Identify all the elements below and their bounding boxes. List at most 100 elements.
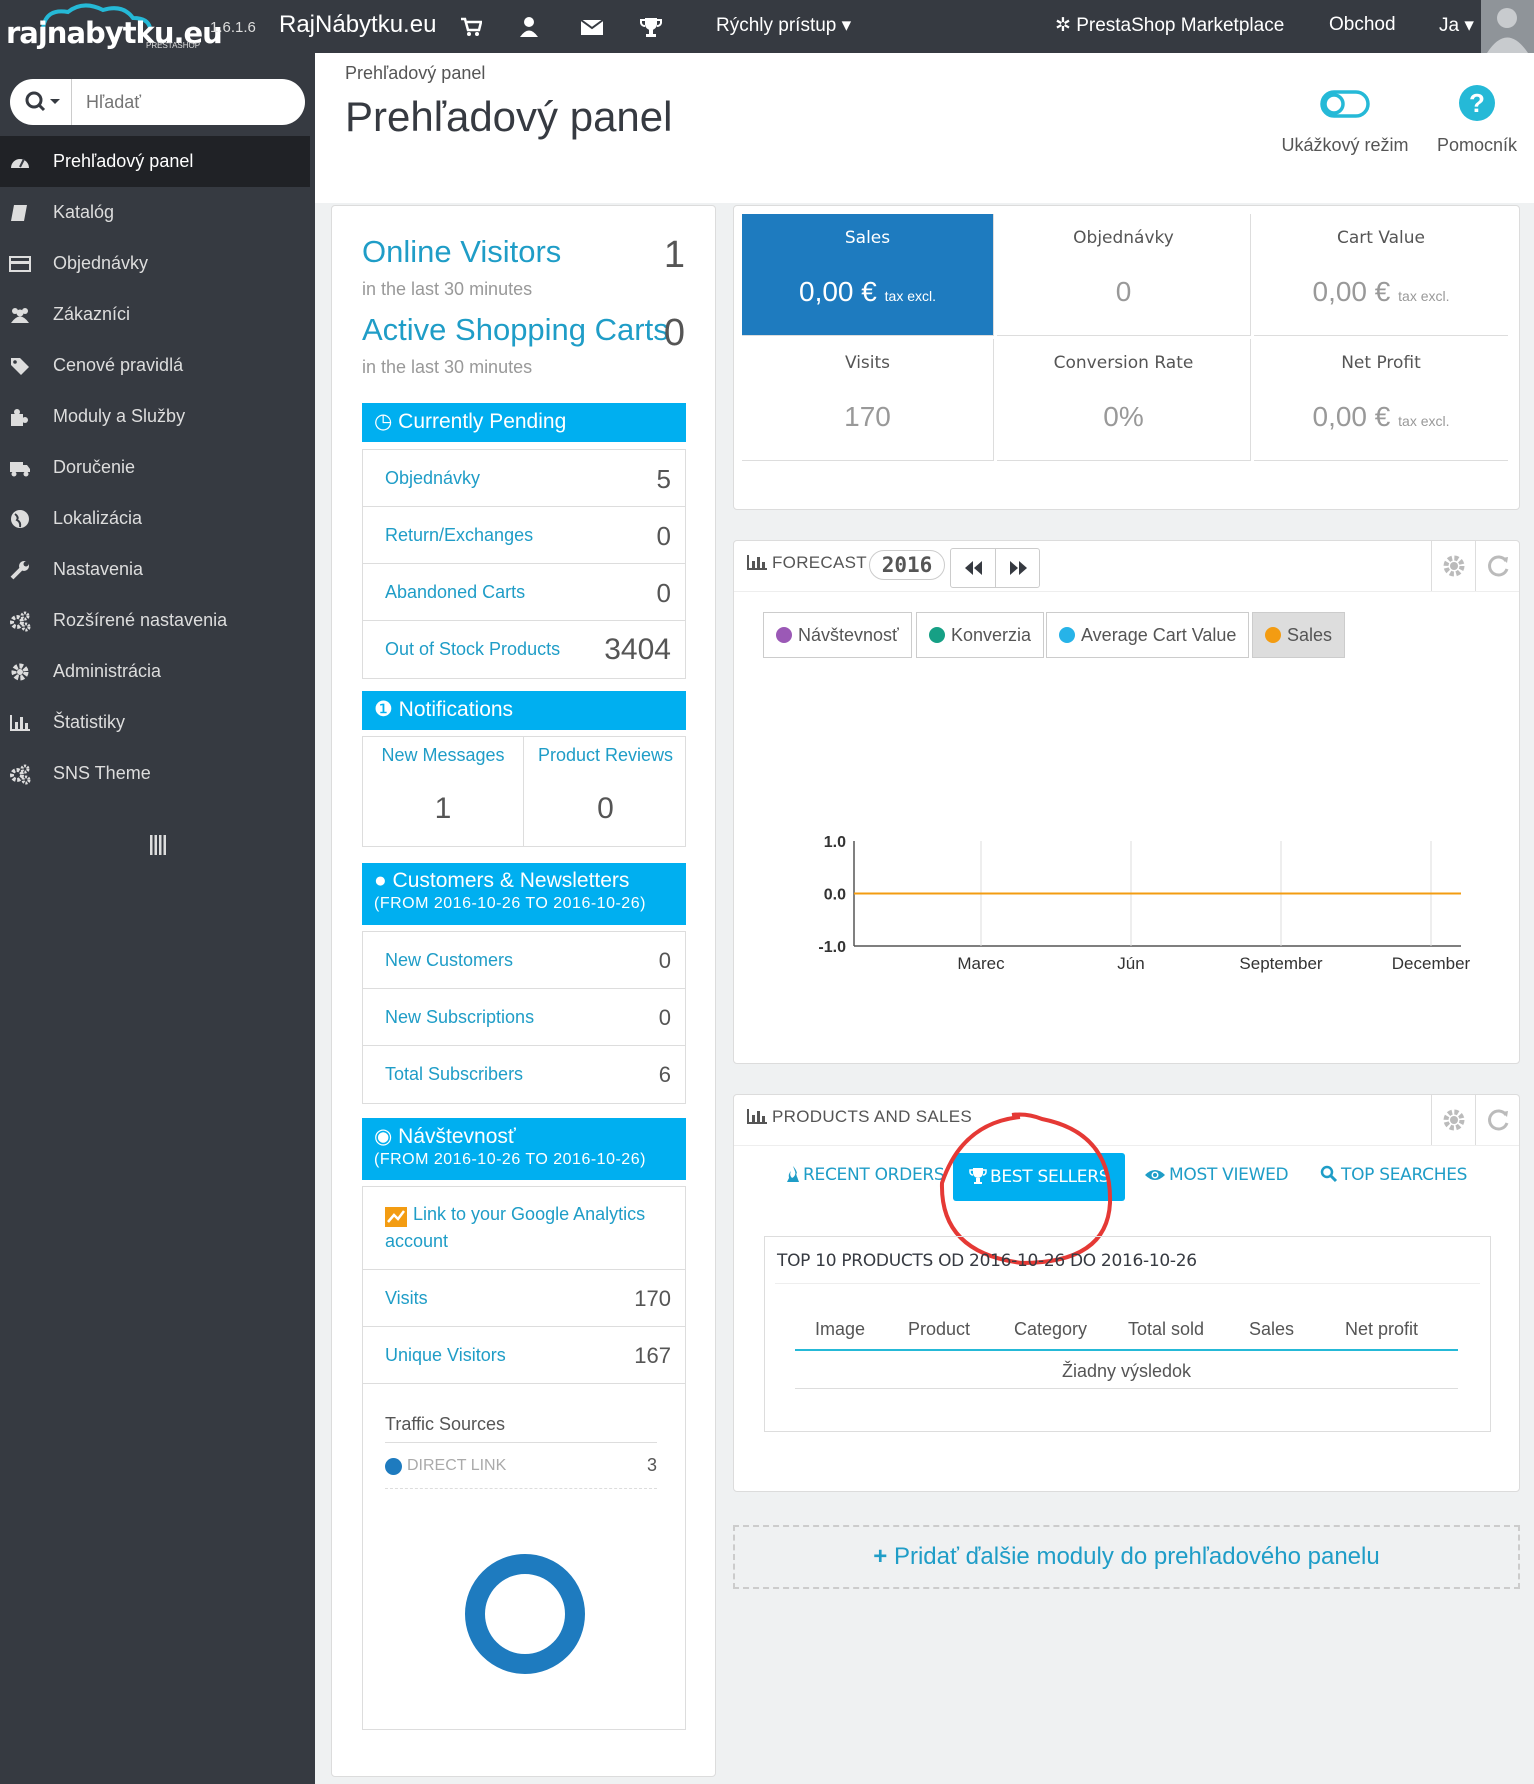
customers-row[interactable]: New Subscriptions 0 <box>363 989 685 1046</box>
table-column-header[interactable]: Image <box>815 1319 866 1339</box>
traffic-date-range: (FROM 2016-10-26 TO 2016-10-26) <box>374 1151 646 1168</box>
customers-row[interactable]: Total Subscribers 6 <box>363 1046 685 1103</box>
ga-link-row[interactable]: Link to your Google Analytics account <box>363 1187 685 1270</box>
kpi-number: 0% <box>1103 401 1144 432</box>
add-modules-button[interactable]: + Pridať ďalšie moduly do prehľadového p… <box>733 1525 1520 1589</box>
sidebar-item[interactable]: Cenové pravidlá <box>0 340 315 391</box>
logo-text: rajnabytku.eu <box>6 16 223 50</box>
gear-icon <box>1443 555 1465 577</box>
sidebar-item[interactable]: Moduly a Služby <box>0 391 315 442</box>
breadcrumb[interactable]: Prehľadový panel <box>345 63 486 83</box>
configure-button[interactable] <box>1431 1095 1475 1145</box>
legend-item-visits[interactable]: Návštevnosť <box>763 612 912 658</box>
customers-value: 0 <box>658 948 671 973</box>
trophy-icon[interactable] <box>640 16 662 38</box>
sidebar-item[interactable]: Nastavenia <box>0 544 315 595</box>
customers-section-header: ● Customers & Newsletters (FROM 2016-10-… <box>362 863 686 925</box>
traffic-source-row[interactable]: DIRECT LINK 3 <box>385 1455 657 1489</box>
product-reviews-cell[interactable]: Product Reviews 0 <box>525 737 686 846</box>
bar-chart-icon <box>9 712 31 734</box>
next-year-button[interactable] <box>996 549 1040 587</box>
traffic-row[interactable]: Unique Visitors 167 <box>363 1327 685 1384</box>
pending-row[interactable]: Out of Stock Products 3404 <box>363 621 685 678</box>
pending-label: Objednávky <box>385 468 481 488</box>
pending-label: Return/Exchanges <box>385 525 534 545</box>
search-box <box>10 79 305 125</box>
sidebar-item[interactable]: Štatistiky <box>0 697 315 748</box>
new-messages-label: New Messages <box>381 745 505 765</box>
table-column-header[interactable]: Category <box>1014 1319 1088 1339</box>
table-column-header[interactable]: Net profit <box>1345 1319 1419 1339</box>
puzzle-icon: ✲ <box>1055 15 1071 36</box>
shop-link[interactable]: Obchod <box>1329 14 1396 35</box>
fire-icon <box>787 1166 799 1182</box>
sidebar-item[interactable]: Administrácia <box>0 646 315 697</box>
shop-logo[interactable]: rajnabytku.eu PRESTASHOP <box>6 2 223 52</box>
pending-label: Abandoned Carts <box>385 582 526 602</box>
sidebar-item[interactable]: Lokalizácia <box>0 493 315 544</box>
tab-recent-orders[interactable]: RECENT ORDERS <box>786 1165 945 1185</box>
online-visitors-value: 1 <box>663 234 685 276</box>
sidebar-item[interactable]: Zákazníci <box>0 289 315 340</box>
kpi-label: Sales <box>844 228 891 248</box>
kpi-tile[interactable]: Objednávky 0 <box>997 214 1251 336</box>
sidebar-item[interactable]: Rozšírené nastavenia <box>0 595 315 646</box>
kpi-tile[interactable]: Cart Value 0,00 € tax excl. <box>1254 214 1508 336</box>
demo-mode-button[interactable]: Ukážkový režim <box>1275 83 1415 156</box>
y-tick-label: 1.0 <box>824 834 846 851</box>
traffic-sources-title: Traffic Sources <box>385 1414 506 1434</box>
help-button[interactable]: ? Pomocník <box>1432 83 1522 156</box>
table-column-header[interactable]: Product <box>908 1319 971 1339</box>
sidebar-item[interactable]: Katalóg <box>0 187 315 238</box>
kpi-tile[interactable]: Visits 170 <box>742 339 994 461</box>
collapse-sidebar-icon[interactable] <box>150 835 166 855</box>
online-visitors-sub: in the last 30 minutes <box>362 279 533 299</box>
cart-icon[interactable] <box>460 16 482 38</box>
envelope-icon[interactable] <box>580 16 604 38</box>
table-column-header[interactable]: Total sold <box>1128 1319 1205 1339</box>
configure-button[interactable] <box>1431 541 1475 591</box>
traffic-label: Unique Visitors <box>385 1345 506 1365</box>
kpi-tile[interactable]: Net Profit 0,00 € tax excl. <box>1254 339 1508 461</box>
online-visitors-title[interactable]: Online Visitors <box>362 234 562 269</box>
traffic-row[interactable]: Visits 170 <box>363 1270 685 1327</box>
legend-item-cart-value[interactable]: Average Cart Value <box>1046 612 1250 658</box>
kpi-tile[interactable]: Conversion Rate 0% <box>997 339 1251 461</box>
previous-year-button[interactable] <box>951 549 996 587</box>
x-tick-label: September <box>1239 954 1322 973</box>
pending-row[interactable]: Abandoned Carts 0 <box>363 564 685 621</box>
legend-item-sales[interactable]: Sales <box>1252 612 1346 658</box>
pending-row[interactable]: Objednávky 5 <box>363 450 685 507</box>
active-carts-title[interactable]: Active Shopping Carts <box>362 312 669 347</box>
x-tick-label: December <box>1392 954 1471 973</box>
legend-item-conversion[interactable]: Konverzia <box>916 612 1045 658</box>
shop-name[interactable]: RajNábytku.eu <box>279 11 437 38</box>
kpi-tile[interactable]: Sales 0,00 € tax excl. <box>742 214 994 336</box>
sidebar-item[interactable]: Objednávky <box>0 238 315 289</box>
sidebar-item[interactable]: Prehľadový panel <box>0 136 310 187</box>
new-messages-cell[interactable]: New Messages 1 <box>363 737 524 846</box>
ga-link[interactable]: Link to your Google Analytics account <box>385 1204 646 1251</box>
tab-top-searches[interactable]: TOP SEARCHES <box>1320 1165 1467 1185</box>
sidebar-item[interactable]: SNS Theme <box>0 748 315 799</box>
tab-most-viewed[interactable]: MOST VIEWED <box>1144 1165 1289 1185</box>
forecast-year[interactable]: 2016 <box>869 550 945 580</box>
pending-row[interactable]: Return/Exchanges 0 <box>363 507 685 564</box>
marketplace-link[interactable]: ✲ PrestaShop Marketplace <box>1055 14 1284 37</box>
quick-access-dropdown[interactable]: Rýchly prístup ▾ <box>716 14 851 37</box>
user-dropdown[interactable]: Ja ▾ <box>1439 14 1474 37</box>
tab-best-sellers[interactable]: BEST SELLERS <box>953 1153 1126 1201</box>
avatar[interactable] <box>1481 0 1534 53</box>
pending-value: 0 <box>656 521 671 551</box>
table-column-header[interactable]: Sales <box>1249 1319 1295 1339</box>
search-type-button[interactable] <box>10 79 72 125</box>
customers-row[interactable]: New Customers 0 <box>363 932 685 989</box>
search-input[interactable] <box>84 87 294 117</box>
forecast-nav <box>950 548 1040 588</box>
sidebar-item[interactable]: Doručenie <box>0 442 315 493</box>
traffic-donut-chart <box>465 1554 585 1674</box>
user-icon[interactable] <box>518 16 540 38</box>
refresh-button[interactable] <box>1475 541 1519 591</box>
refresh-button[interactable] <box>1475 1095 1519 1145</box>
kpi-label: Conversion Rate <box>1053 353 1194 373</box>
